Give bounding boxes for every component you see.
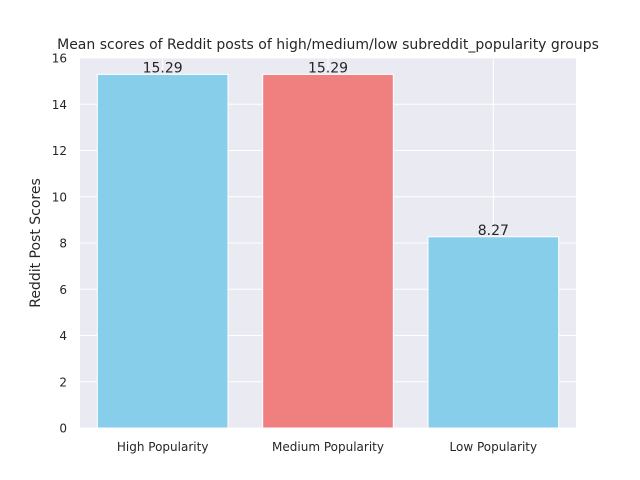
y-tick-label: 4 — [59, 329, 67, 343]
x-tick-label: Medium Popularity — [272, 440, 384, 454]
bar — [262, 73, 394, 429]
y-tick-label: 0 — [59, 422, 67, 436]
y-tick-label: 16 — [52, 52, 67, 66]
data-label: 8.27 — [478, 223, 509, 239]
y-tick-label: 14 — [52, 98, 67, 112]
y-axis-label: Reddit Post Scores — [28, 178, 44, 308]
y-tick-label: 2 — [59, 375, 67, 389]
data-label: 15.29 — [308, 60, 348, 76]
data-label: 15.29 — [143, 60, 183, 76]
data-labels: 15.29 15.29 8.27 — [143, 60, 509, 238]
y-tick-label: 6 — [59, 283, 67, 297]
bar — [427, 236, 560, 429]
bars — [96, 73, 560, 429]
chart-title: Mean scores of Reddit posts of high/medi… — [57, 37, 599, 53]
y-tick-label: 12 — [52, 144, 67, 158]
y-axis-ticks: 0 2 4 6 8 10 12 14 16 — [52, 52, 67, 436]
bar — [96, 73, 229, 429]
y-tick-label: 8 — [59, 237, 67, 251]
y-tick-label: 10 — [52, 190, 67, 204]
x-tick-label: Low Popularity — [450, 440, 538, 454]
x-axis-ticks: High Popularity Medium Popularity Low Popu… — [117, 440, 537, 454]
x-tick-label: High Popularity — [117, 440, 209, 454]
